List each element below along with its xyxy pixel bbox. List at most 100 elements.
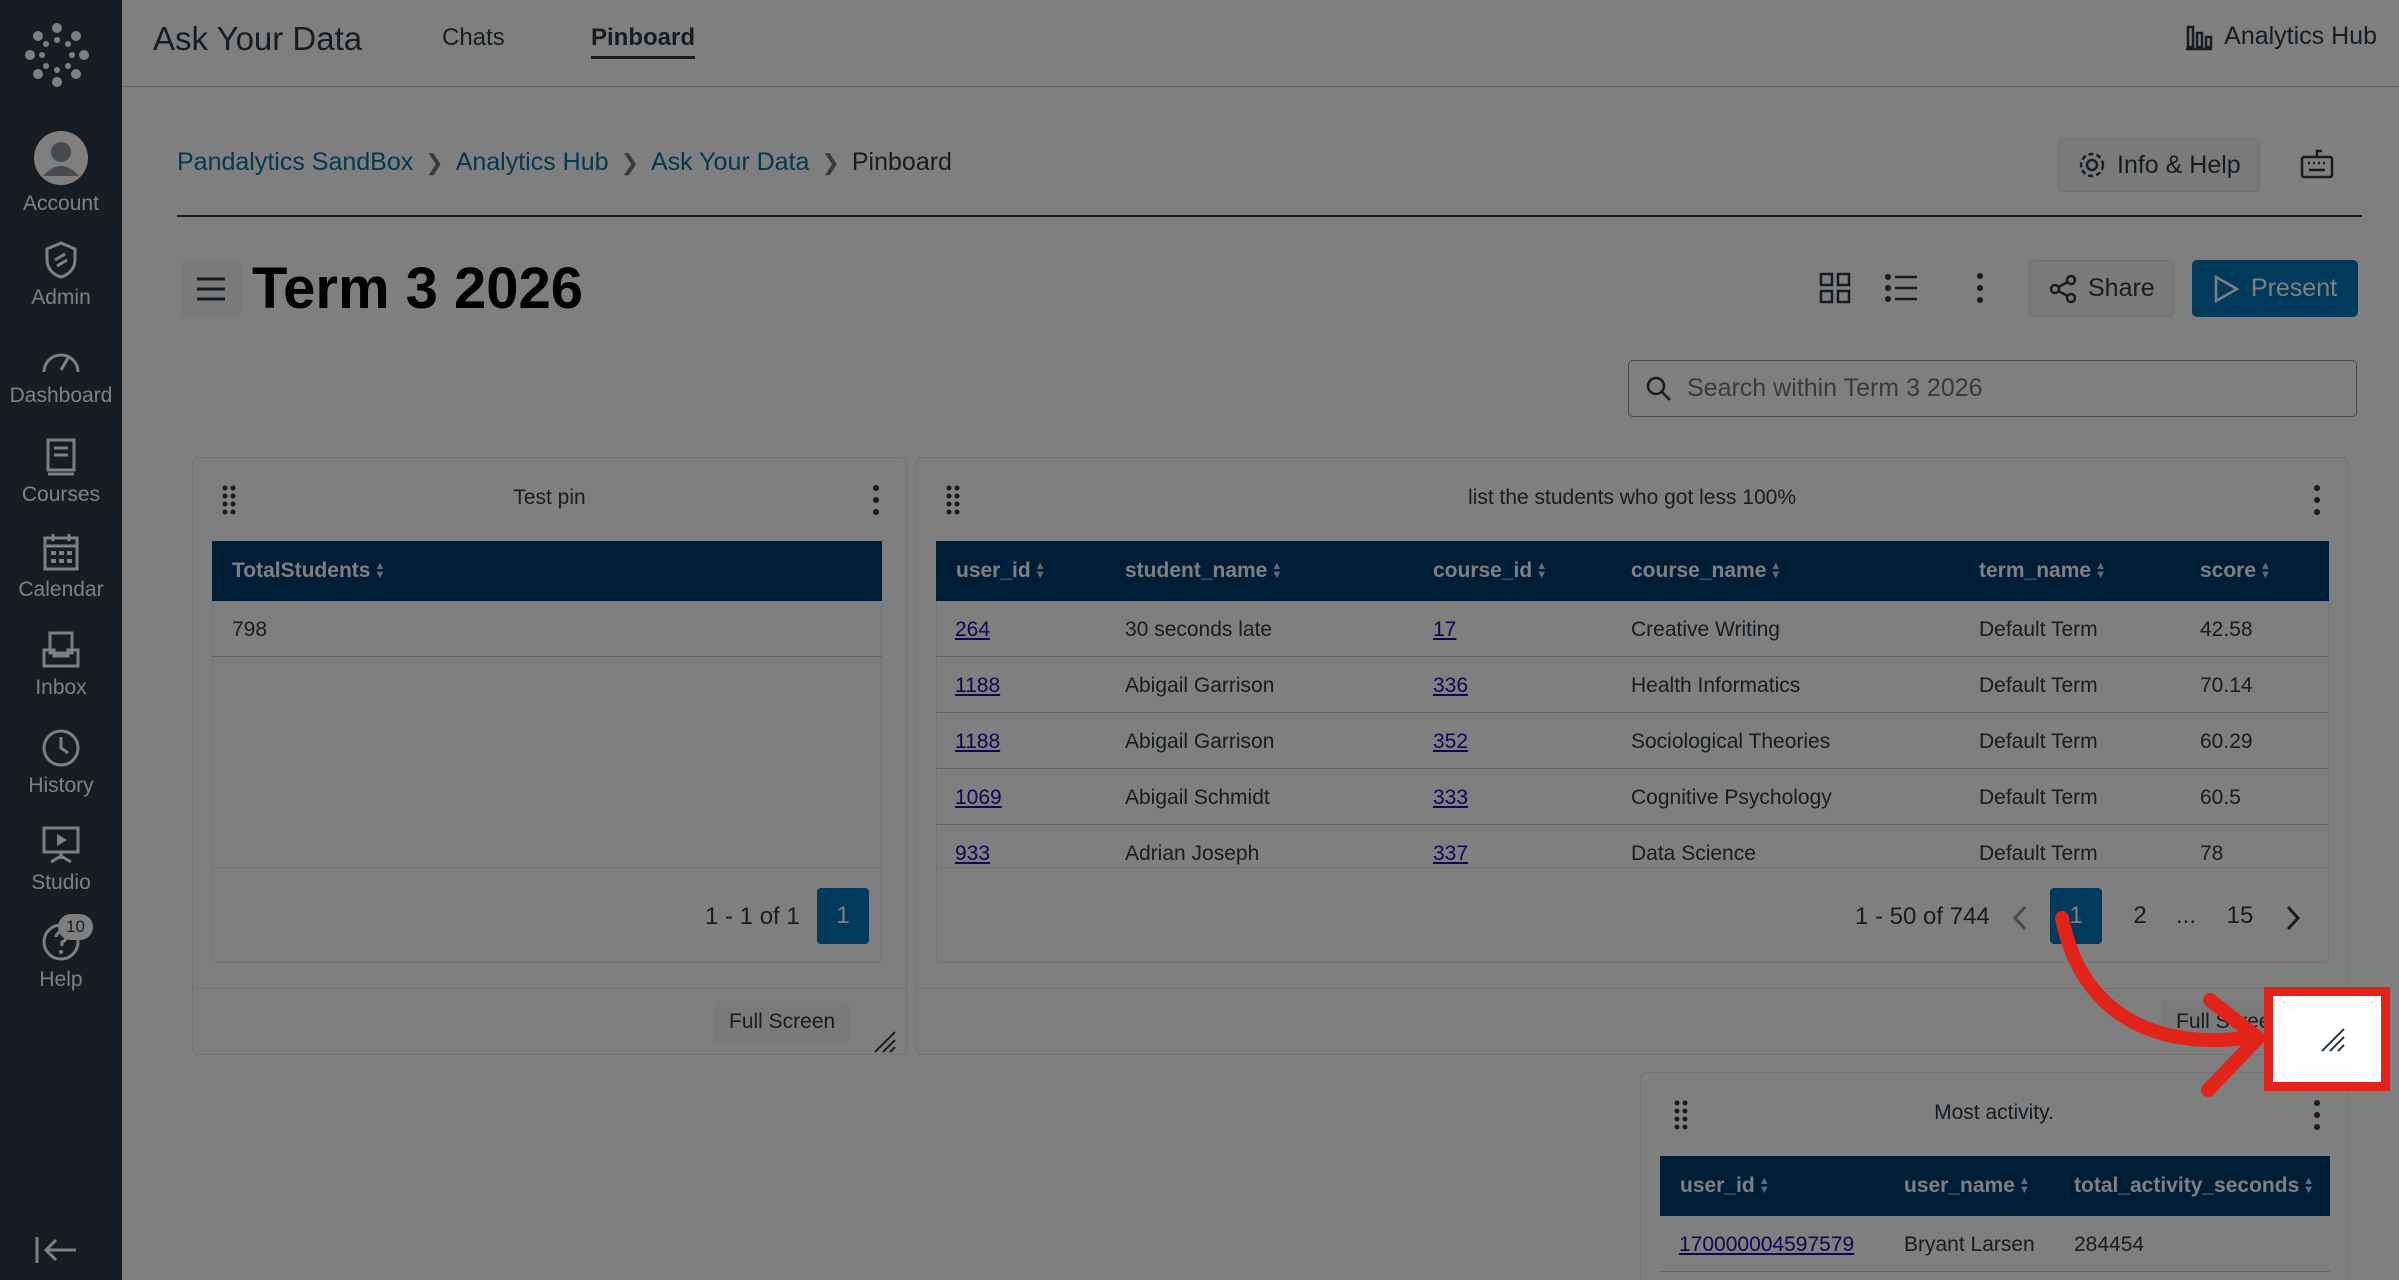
card-options-icon[interactable] (2311, 484, 2323, 516)
table-row: 1069 Abigail Schmidt 333 Cognitive Psych… (936, 769, 2329, 825)
card-options-icon[interactable] (2311, 1099, 2323, 1131)
pinboard-menu-button[interactable] (181, 261, 241, 317)
card-title: Test pin (513, 486, 586, 509)
card-options-icon[interactable] (870, 484, 882, 516)
avatar-icon (34, 131, 88, 185)
pin-card-test: Test pin TotalStudents ▲ ▼ 798 1 - 1 of 1 … (192, 457, 907, 1055)
more-options-icon[interactable] (1972, 272, 1988, 304)
breadcrumb-current: Pinboard (851, 148, 952, 176)
nav-item-label: Calendar (18, 578, 104, 601)
nav-item-label: History (28, 774, 94, 797)
user-id-link[interactable]: 1188 (955, 674, 1001, 697)
cell-user-name: Bryant Larsen (1904, 1233, 2035, 1256)
page-button-1[interactable]: 1 (817, 888, 869, 944)
column-header-score[interactable]: score ▲ ▼ (2200, 559, 2271, 582)
search-input[interactable] (1687, 374, 2287, 403)
column-header-student-name[interactable]: student_name ▲ ▼ (1125, 559, 1283, 582)
highlight-box (2264, 987, 2390, 1091)
header-divider (177, 215, 2362, 217)
list-view-icon[interactable] (1884, 272, 1918, 304)
breadcrumb-link[interactable]: Ask Your Data (651, 148, 810, 176)
cell-term-name: Default Term (1979, 674, 2098, 697)
column-header-user-name[interactable]: user_name ▲ ▼ (1904, 1174, 2030, 1197)
info-help-label: Info & Help (2117, 150, 2241, 179)
table-row: 1188 Abigail Garrison 352 Sociological T… (936, 713, 2329, 769)
course-id-link[interactable]: 17 (1433, 618, 1457, 641)
share-icon (2049, 274, 2077, 303)
course-id-link[interactable]: 337 (1433, 842, 1469, 865)
column-header-course-name[interactable]: course_name ▲ ▼ (1631, 559, 1782, 582)
course-id-link[interactable]: 333 (1433, 786, 1469, 809)
nav-item-help[interactable]: 10 Help (0, 914, 122, 992)
user-id-link[interactable]: 264 (955, 618, 991, 641)
sort-icon: ▲ ▼ (374, 560, 386, 581)
cell-total-activity-seconds: 284454 (2074, 1233, 2145, 1256)
pager-summary: 1 - 50 of 744 (1855, 903, 1990, 930)
canvas-logo-icon[interactable] (22, 20, 92, 90)
nav-item-admin[interactable]: Admin (0, 240, 122, 310)
column-header-total-activity-seconds[interactable]: total_activity_seconds ▲ ▼ (2074, 1174, 2315, 1197)
tab-pinboard[interactable]: Pinboard (591, 24, 696, 59)
cell-score: 70.14 (2200, 674, 2253, 697)
table-row: 1188 Abigail Garrison 336 Health Informa… (936, 657, 2329, 713)
nav-item-history[interactable]: History (0, 728, 122, 798)
analytics-hub-link[interactable]: Analytics Hub (2184, 22, 2377, 51)
sort-icon: ▲ ▼ (1770, 560, 1782, 581)
breadcrumb-link[interactable]: Analytics Hub (455, 148, 609, 176)
column-header-course-id[interactable]: course_id ▲ ▼ (1433, 559, 1548, 582)
info-help-button[interactable]: Info & Help (2058, 138, 2260, 192)
course-id-link[interactable]: 352 (1433, 730, 1469, 753)
column-header-user-id[interactable]: user_id ▲ ▼ (956, 559, 1046, 582)
resize-handle-icon[interactable] (871, 1030, 897, 1054)
cell-term-name: Default Term (1979, 786, 2098, 809)
column-header-term-name[interactable]: term_name ▲ ▼ (1979, 559, 2106, 582)
nav-item-label: Courses (21, 483, 101, 506)
course-id-link[interactable]: 336 (1433, 674, 1469, 697)
collapse-nav-icon[interactable] (34, 1235, 78, 1265)
table-row: 264 30 seconds late 17 Creative Writing … (936, 601, 2329, 657)
keyboard-shortcuts-icon[interactable] (2300, 148, 2334, 182)
top-navigation-bar: Ask Your Data Chats Pinboard Analytics H… (122, 0, 2399, 87)
nav-item-dashboard[interactable]: Dashboard (0, 342, 122, 408)
full-screen-button[interactable]: Full Screen (715, 1001, 850, 1043)
nav-item-courses[interactable]: Courses (0, 437, 122, 507)
studio-icon (42, 826, 80, 864)
column-header-user-id[interactable]: user_id ▲ ▼ (1680, 1174, 1770, 1197)
column-header-totalstudents[interactable]: TotalStudents ▲ ▼ (232, 559, 386, 582)
sort-icon: ▲ ▼ (1271, 560, 1283, 581)
nav-item-studio[interactable]: Studio (0, 825, 122, 895)
pinboard-search (1628, 360, 2357, 417)
grid-view-icon[interactable] (1819, 272, 1851, 304)
card-title: list the students who got less 100% (1467, 486, 1797, 509)
user-id-link[interactable]: 1188 (955, 730, 1001, 753)
chevron-right-icon[interactable] (2285, 904, 2301, 932)
resize-handle-icon[interactable] (2318, 1027, 2346, 1053)
nav-item-account[interactable]: Account (0, 130, 122, 216)
table-header: user_id ▲ ▼ student_name ▲ ▼ course_id ▲ ▼ cou… (936, 541, 2329, 601)
shield-icon (45, 241, 77, 279)
cell-score: 60.5 (2200, 786, 2241, 809)
breadcrumb-link[interactable]: Pandalytics SandBox (177, 148, 414, 176)
nav-item-inbox[interactable]: Inbox (0, 630, 122, 700)
page-title: Term 3 2026 (252, 256, 584, 321)
cell-student-name: Abigail Garrison (1125, 730, 1275, 753)
nav-item-calendar[interactable]: Calendar (0, 532, 122, 602)
user-id-link[interactable]: 170000004597579 (1679, 1233, 1855, 1256)
tab-chats[interactable]: Chats (442, 24, 505, 51)
breadcrumb: Pandalytics SandBox ❯ Analytics Hub ❯ As… (177, 148, 952, 177)
search-icon (1646, 376, 1671, 401)
chevron-right-icon: ❯ (425, 149, 444, 175)
present-button[interactable]: Present (2192, 260, 2358, 317)
share-button[interactable]: Share (2029, 260, 2174, 317)
cell-totalstudents: 798 (232, 618, 268, 641)
clock-icon (42, 729, 80, 767)
hamburger-icon (197, 277, 225, 301)
sort-icon: ▲ ▼ (2303, 1175, 2315, 1196)
pager-divider (936, 867, 2329, 868)
user-id-link[interactable]: 1069 (955, 786, 1002, 809)
user-id-link[interactable]: 933 (955, 842, 991, 865)
chevron-left-icon[interactable] (2012, 904, 2028, 932)
callout-arrow-icon (2055, 911, 2265, 1097)
cell-student-name: 30 seconds late (1125, 618, 1273, 641)
present-label: Present (2250, 274, 2338, 302)
